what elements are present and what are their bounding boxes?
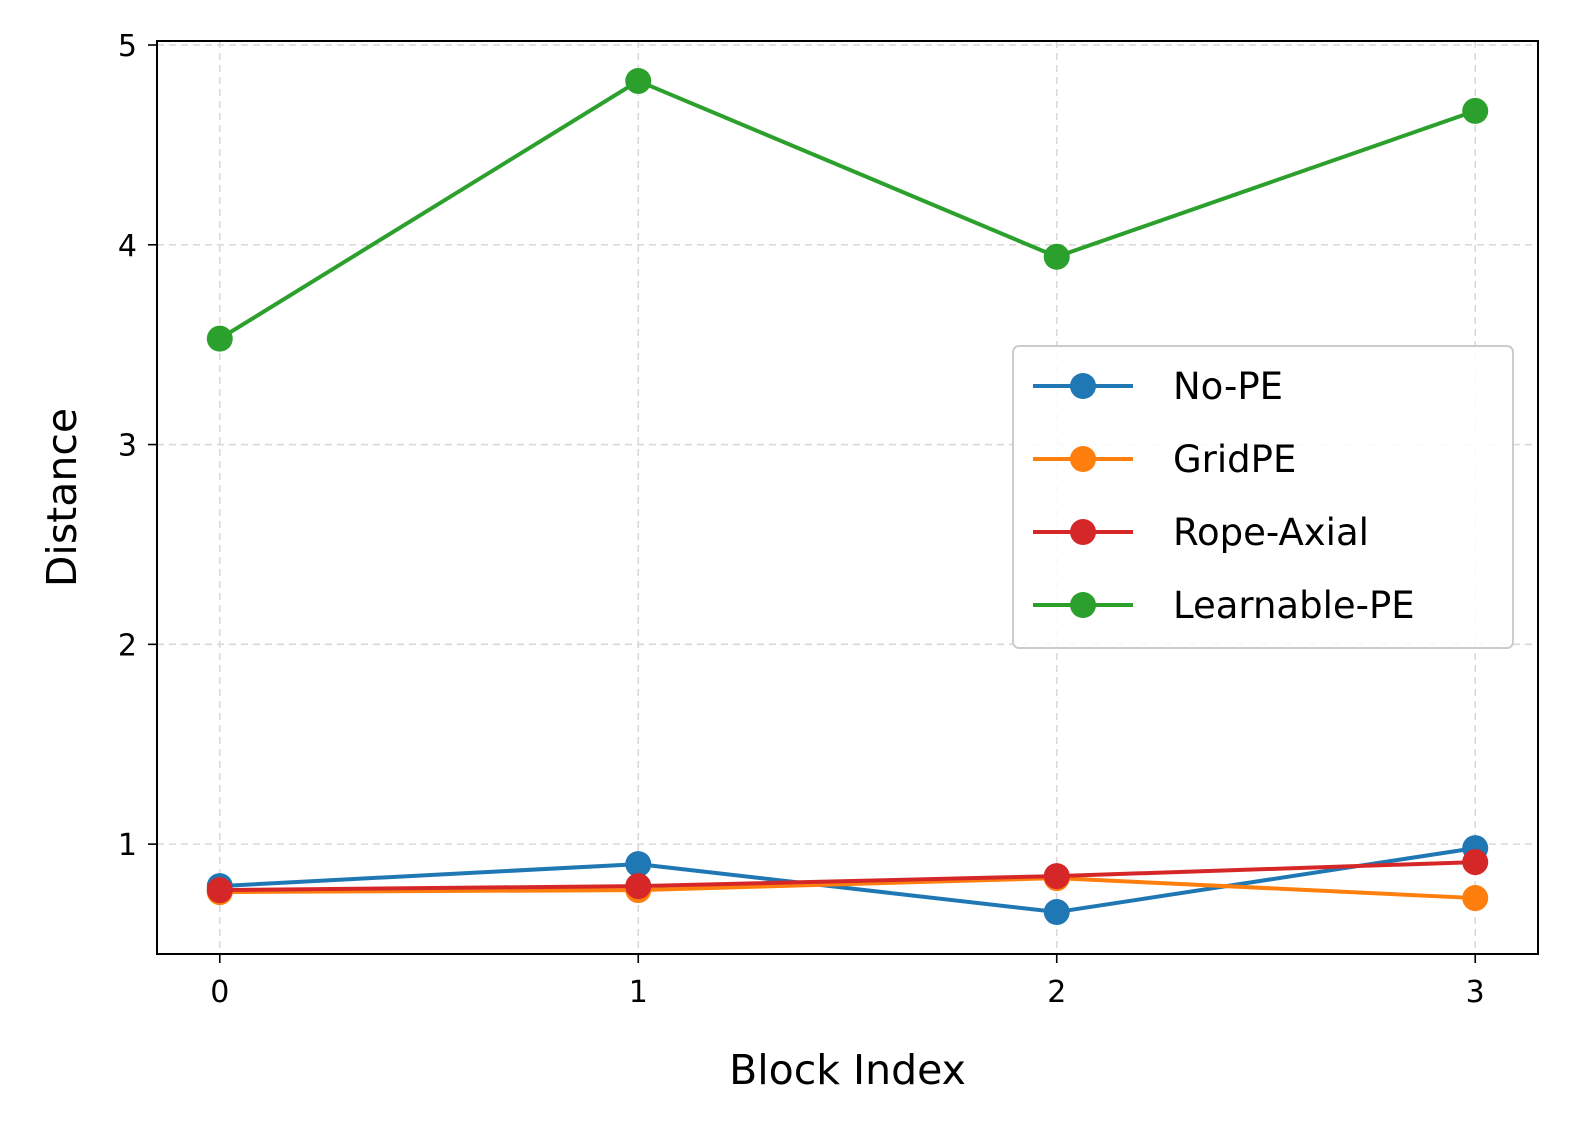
legend-item: GridPE: [1033, 438, 1296, 481]
data-point: [206, 877, 233, 904]
legend-label: Learnable-PE: [1173, 584, 1415, 627]
x-tick-label: 2: [1047, 975, 1066, 1010]
y-tick-label: 5: [118, 29, 137, 64]
data-point: [1043, 863, 1070, 890]
legend-label: Rope-Axial: [1173, 511, 1369, 554]
legend: No-PE GridPE Rope-Axial Learnable-PE: [1012, 345, 1514, 649]
series-line: [219, 860, 1476, 893]
data-point: [1043, 243, 1070, 270]
series-lines: [206, 67, 1489, 926]
legend-item: Learnable-PE: [1033, 584, 1415, 627]
legend-marker: [1070, 519, 1096, 545]
series-rope-axial: [206, 849, 1489, 904]
plot-area-frame: [156, 40, 1539, 955]
series-learnable-pe: [206, 67, 1489, 352]
series-line: [218, 78, 1476, 341]
legend-item: No-PE: [1033, 365, 1283, 408]
y-tick-label: 3: [118, 429, 137, 464]
data-point: [1462, 97, 1489, 124]
legend-item: Rope-Axial: [1033, 511, 1369, 554]
data-point: [625, 67, 652, 94]
axis-ticks: 0 1 2 3 1 2 3 4 5: [118, 29, 1485, 1010]
x-axis-title: Block Index: [729, 1046, 966, 1094]
x-tick-label: 0: [210, 975, 229, 1010]
y-tick-label: 1: [118, 828, 137, 863]
data-point: [1462, 849, 1489, 876]
legend-box: [1012, 345, 1514, 649]
data-point: [1462, 885, 1489, 912]
data-point: [206, 325, 233, 352]
legend-label: No-PE: [1173, 365, 1283, 408]
x-tick-label: 3: [1466, 975, 1485, 1010]
x-tick-label: 1: [629, 975, 648, 1010]
legend-label: GridPE: [1173, 438, 1296, 481]
y-tick-label: 2: [118, 628, 137, 663]
data-point: [625, 873, 652, 900]
legend-marker: [1070, 592, 1096, 618]
series-line: [219, 876, 1476, 901]
data-point: [1043, 899, 1070, 926]
legend-marker: [1070, 373, 1096, 399]
y-axis-title: Distance: [38, 408, 86, 587]
data-point: [625, 851, 652, 878]
y-tick-label: 4: [118, 229, 137, 264]
legend-marker: [1070, 446, 1096, 472]
series-line: [219, 846, 1476, 915]
